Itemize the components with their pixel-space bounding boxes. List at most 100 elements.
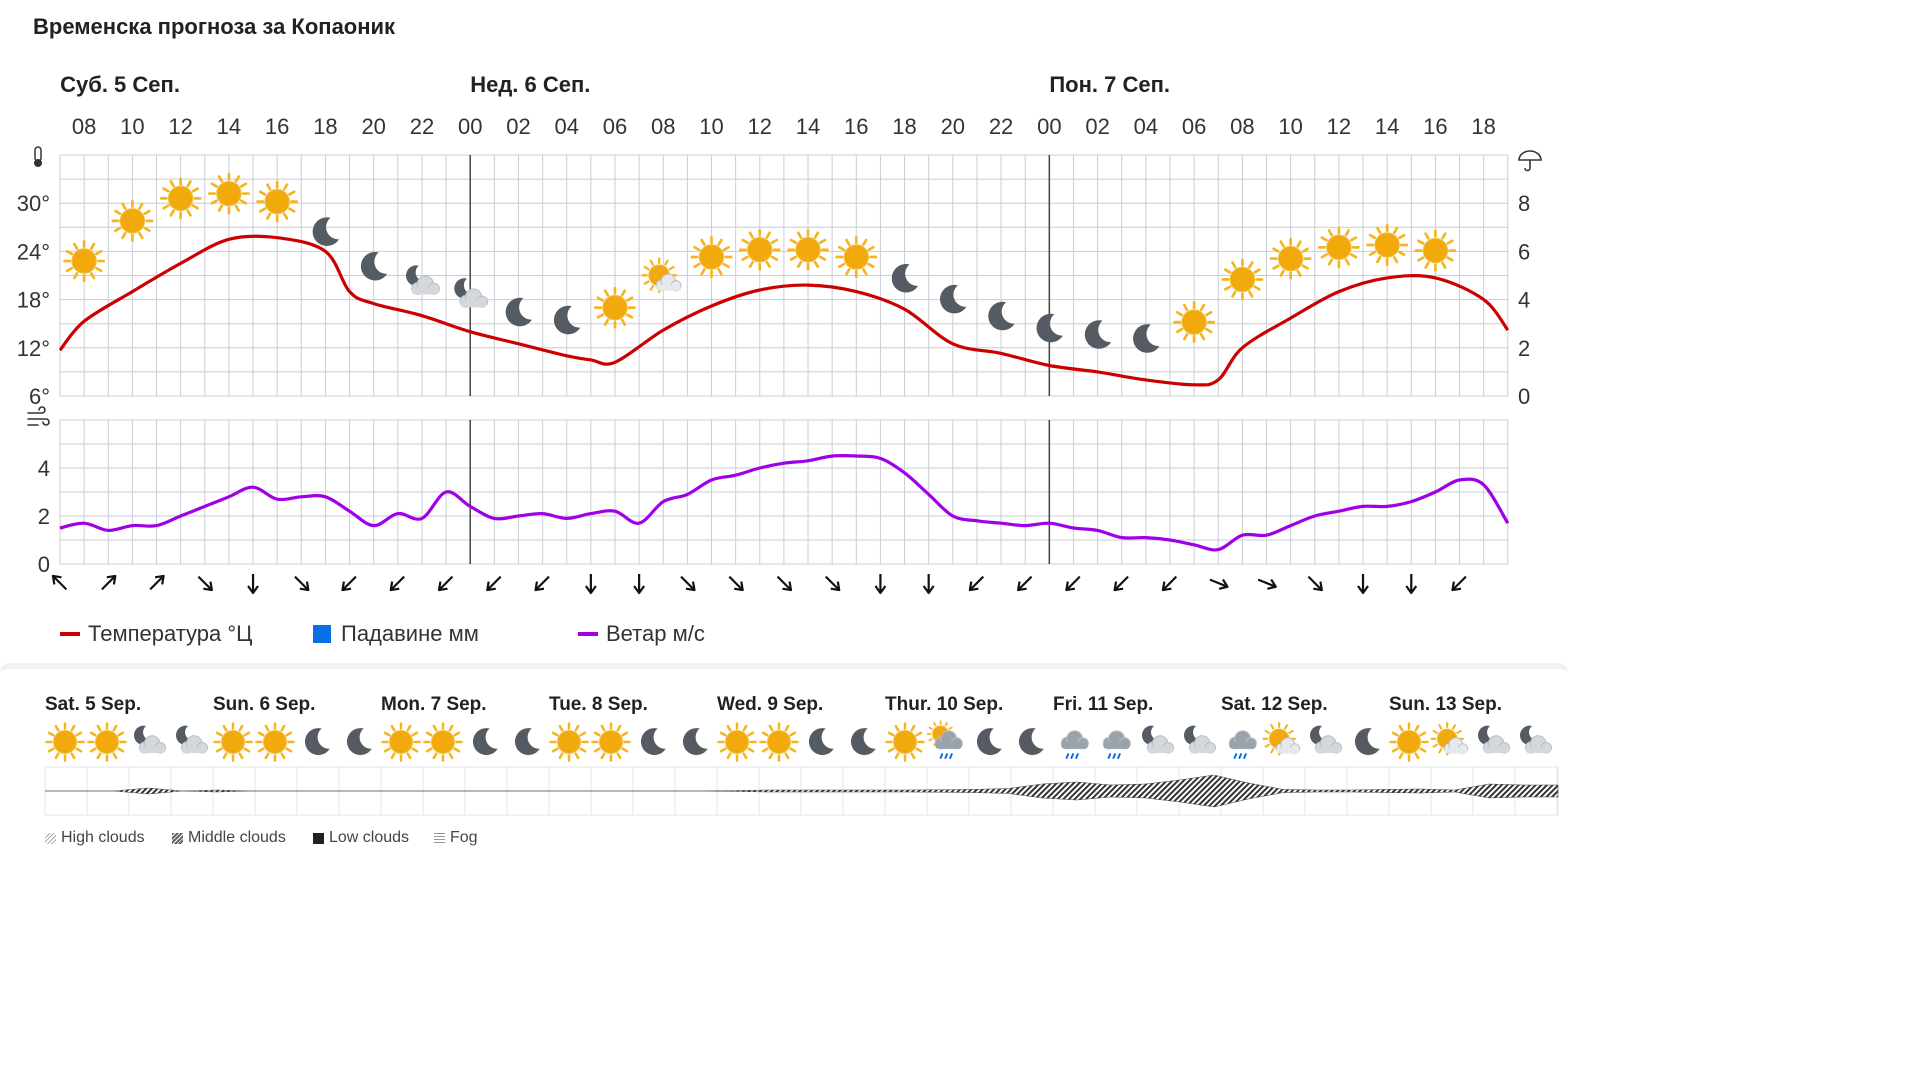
cloud-legend-label: High clouds bbox=[61, 829, 145, 846]
week-day-label: Sun. 6 Sep. bbox=[213, 694, 315, 715]
wind-arrow-icon bbox=[728, 575, 744, 592]
sun-icon bbox=[111, 199, 154, 242]
cloud-part-icon bbox=[1524, 735, 1552, 754]
hour-tick-label: 12 bbox=[748, 114, 772, 139]
wind-arrow-icon bbox=[534, 575, 550, 592]
meteogram-chart: Суб. 5 Сеп. Нед. 6 Сеп. Пон. 7 Сеп.08 10 12 1… bbox=[17, 72, 1542, 595]
hour-tick-label: 22 bbox=[989, 114, 1013, 139]
cloud-part-icon bbox=[1102, 730, 1131, 750]
cloud-part-icon bbox=[1188, 735, 1216, 754]
temperature-grid bbox=[59, 154, 1509, 397]
sun-icon bbox=[255, 722, 295, 762]
moon-icon bbox=[640, 728, 666, 756]
moon-icon bbox=[1084, 320, 1112, 349]
sun-icon bbox=[717, 722, 757, 762]
temperature-tick-label: 6° bbox=[29, 384, 50, 409]
rain-icon bbox=[1060, 730, 1089, 759]
sun-icon bbox=[690, 236, 733, 278]
high-clouds-swatch bbox=[45, 832, 56, 844]
wind-arrow-icon bbox=[1209, 578, 1229, 590]
moon-cloud-icon bbox=[1183, 725, 1216, 754]
week-day-label: Sat. 5 Sep. bbox=[45, 694, 141, 715]
legend-label-wind: Ветар м/с bbox=[606, 621, 705, 646]
legend-item-wind[interactable]: Ветар м/с bbox=[578, 620, 705, 648]
wind-arrow-icon bbox=[101, 574, 117, 591]
middle-clouds-swatch bbox=[172, 832, 183, 844]
sun-icon bbox=[1414, 229, 1457, 272]
raindrop-icon bbox=[939, 753, 944, 759]
wind-icon bbox=[27, 406, 50, 426]
legend-item-precipitation[interactable]: Падавине мм bbox=[313, 620, 479, 648]
moon-icon bbox=[472, 728, 498, 756]
rain-icon bbox=[1228, 730, 1257, 759]
hour-tick-label: 20 bbox=[361, 114, 385, 139]
thermometer-icon bbox=[34, 146, 42, 167]
wind-arrow-icon bbox=[341, 575, 357, 592]
raindrop-icon bbox=[1117, 753, 1121, 759]
cloud-legend-label: Fog bbox=[450, 829, 478, 846]
cloud-part-icon bbox=[934, 730, 963, 750]
wind-arrow-icon bbox=[389, 575, 405, 592]
wind-arrow-icon bbox=[486, 575, 502, 592]
hour-tick-label: 14 bbox=[1375, 114, 1399, 139]
raindrop-icon bbox=[949, 753, 953, 759]
hour-tick-label: 12 bbox=[1327, 114, 1351, 139]
sun-icon bbox=[213, 722, 253, 762]
temperature-tick-label: 18° bbox=[17, 288, 50, 313]
hour-tick-label: 08 bbox=[1230, 114, 1254, 139]
wind-arrow-icon bbox=[149, 574, 165, 591]
moon-icon bbox=[346, 728, 372, 756]
legend-label-precipitation: Падавине мм bbox=[341, 621, 479, 646]
hour-tick-label: 08 bbox=[651, 114, 675, 139]
sun-rain-icon bbox=[926, 720, 963, 759]
hour-tick-label: 14 bbox=[796, 114, 820, 139]
raindrop-icon bbox=[1065, 753, 1070, 759]
moon-cloud-icon bbox=[1477, 725, 1510, 754]
precipitation-tick-label: 2 bbox=[1518, 336, 1530, 361]
sun-icon bbox=[738, 228, 781, 271]
moon-icon bbox=[850, 728, 876, 756]
sun-icon bbox=[256, 180, 299, 223]
moon-icon bbox=[505, 297, 533, 327]
cloud-part-icon bbox=[1482, 735, 1510, 754]
cloud-legend-label: Middle clouds bbox=[188, 829, 286, 846]
hour-tick-label: 00 bbox=[1037, 114, 1061, 139]
precipitation-tick-label: 6 bbox=[1518, 239, 1530, 264]
cloud-part-icon bbox=[1060, 730, 1089, 750]
moon-icon bbox=[1018, 728, 1044, 756]
sun-icon bbox=[835, 236, 878, 278]
weekly-forecast-panel bbox=[0, 663, 1568, 876]
moon-icon bbox=[1036, 313, 1063, 343]
cloud-part-icon bbox=[1146, 735, 1174, 754]
fog-swatch bbox=[434, 832, 445, 844]
sun-cloud-icon bbox=[1430, 722, 1469, 756]
cloud-legend-low: Low clouds bbox=[313, 828, 409, 848]
sun-icon bbox=[87, 722, 127, 762]
low-clouds-swatch bbox=[313, 832, 324, 844]
cloud-part-icon bbox=[1443, 737, 1469, 754]
cloud-legend-fog: Fog bbox=[434, 828, 478, 848]
precipitation-tick-label: 4 bbox=[1518, 288, 1530, 313]
sun-icon bbox=[45, 722, 85, 762]
moon-icon bbox=[360, 251, 388, 281]
wind-tick-label: 4 bbox=[38, 456, 50, 481]
wind-arrow-icon bbox=[1257, 578, 1277, 590]
raindrop-icon bbox=[1243, 753, 1247, 759]
wind-arrow-icon bbox=[437, 575, 454, 592]
hour-tick-label: 06 bbox=[1182, 114, 1206, 139]
hour-tick-label: 12 bbox=[168, 114, 192, 139]
cloud-part-icon bbox=[1314, 735, 1342, 754]
day-label: Пон. 7 Сеп. bbox=[1049, 72, 1170, 97]
rain-icon bbox=[1102, 730, 1131, 759]
sun-icon bbox=[1221, 258, 1264, 301]
sun-icon bbox=[1317, 226, 1360, 269]
wind-grid bbox=[59, 419, 1509, 565]
moon-icon bbox=[891, 263, 919, 293]
cloud-part-icon bbox=[138, 735, 166, 754]
legend-item-temperature[interactable]: Температура °Ц bbox=[60, 620, 252, 648]
moon-cloud-icon bbox=[1519, 725, 1552, 754]
raindrop-icon bbox=[1075, 753, 1079, 759]
wind-arrow-icon bbox=[1161, 575, 1178, 592]
sun-icon bbox=[594, 286, 636, 329]
wind-arrow-icon bbox=[1405, 574, 1418, 595]
